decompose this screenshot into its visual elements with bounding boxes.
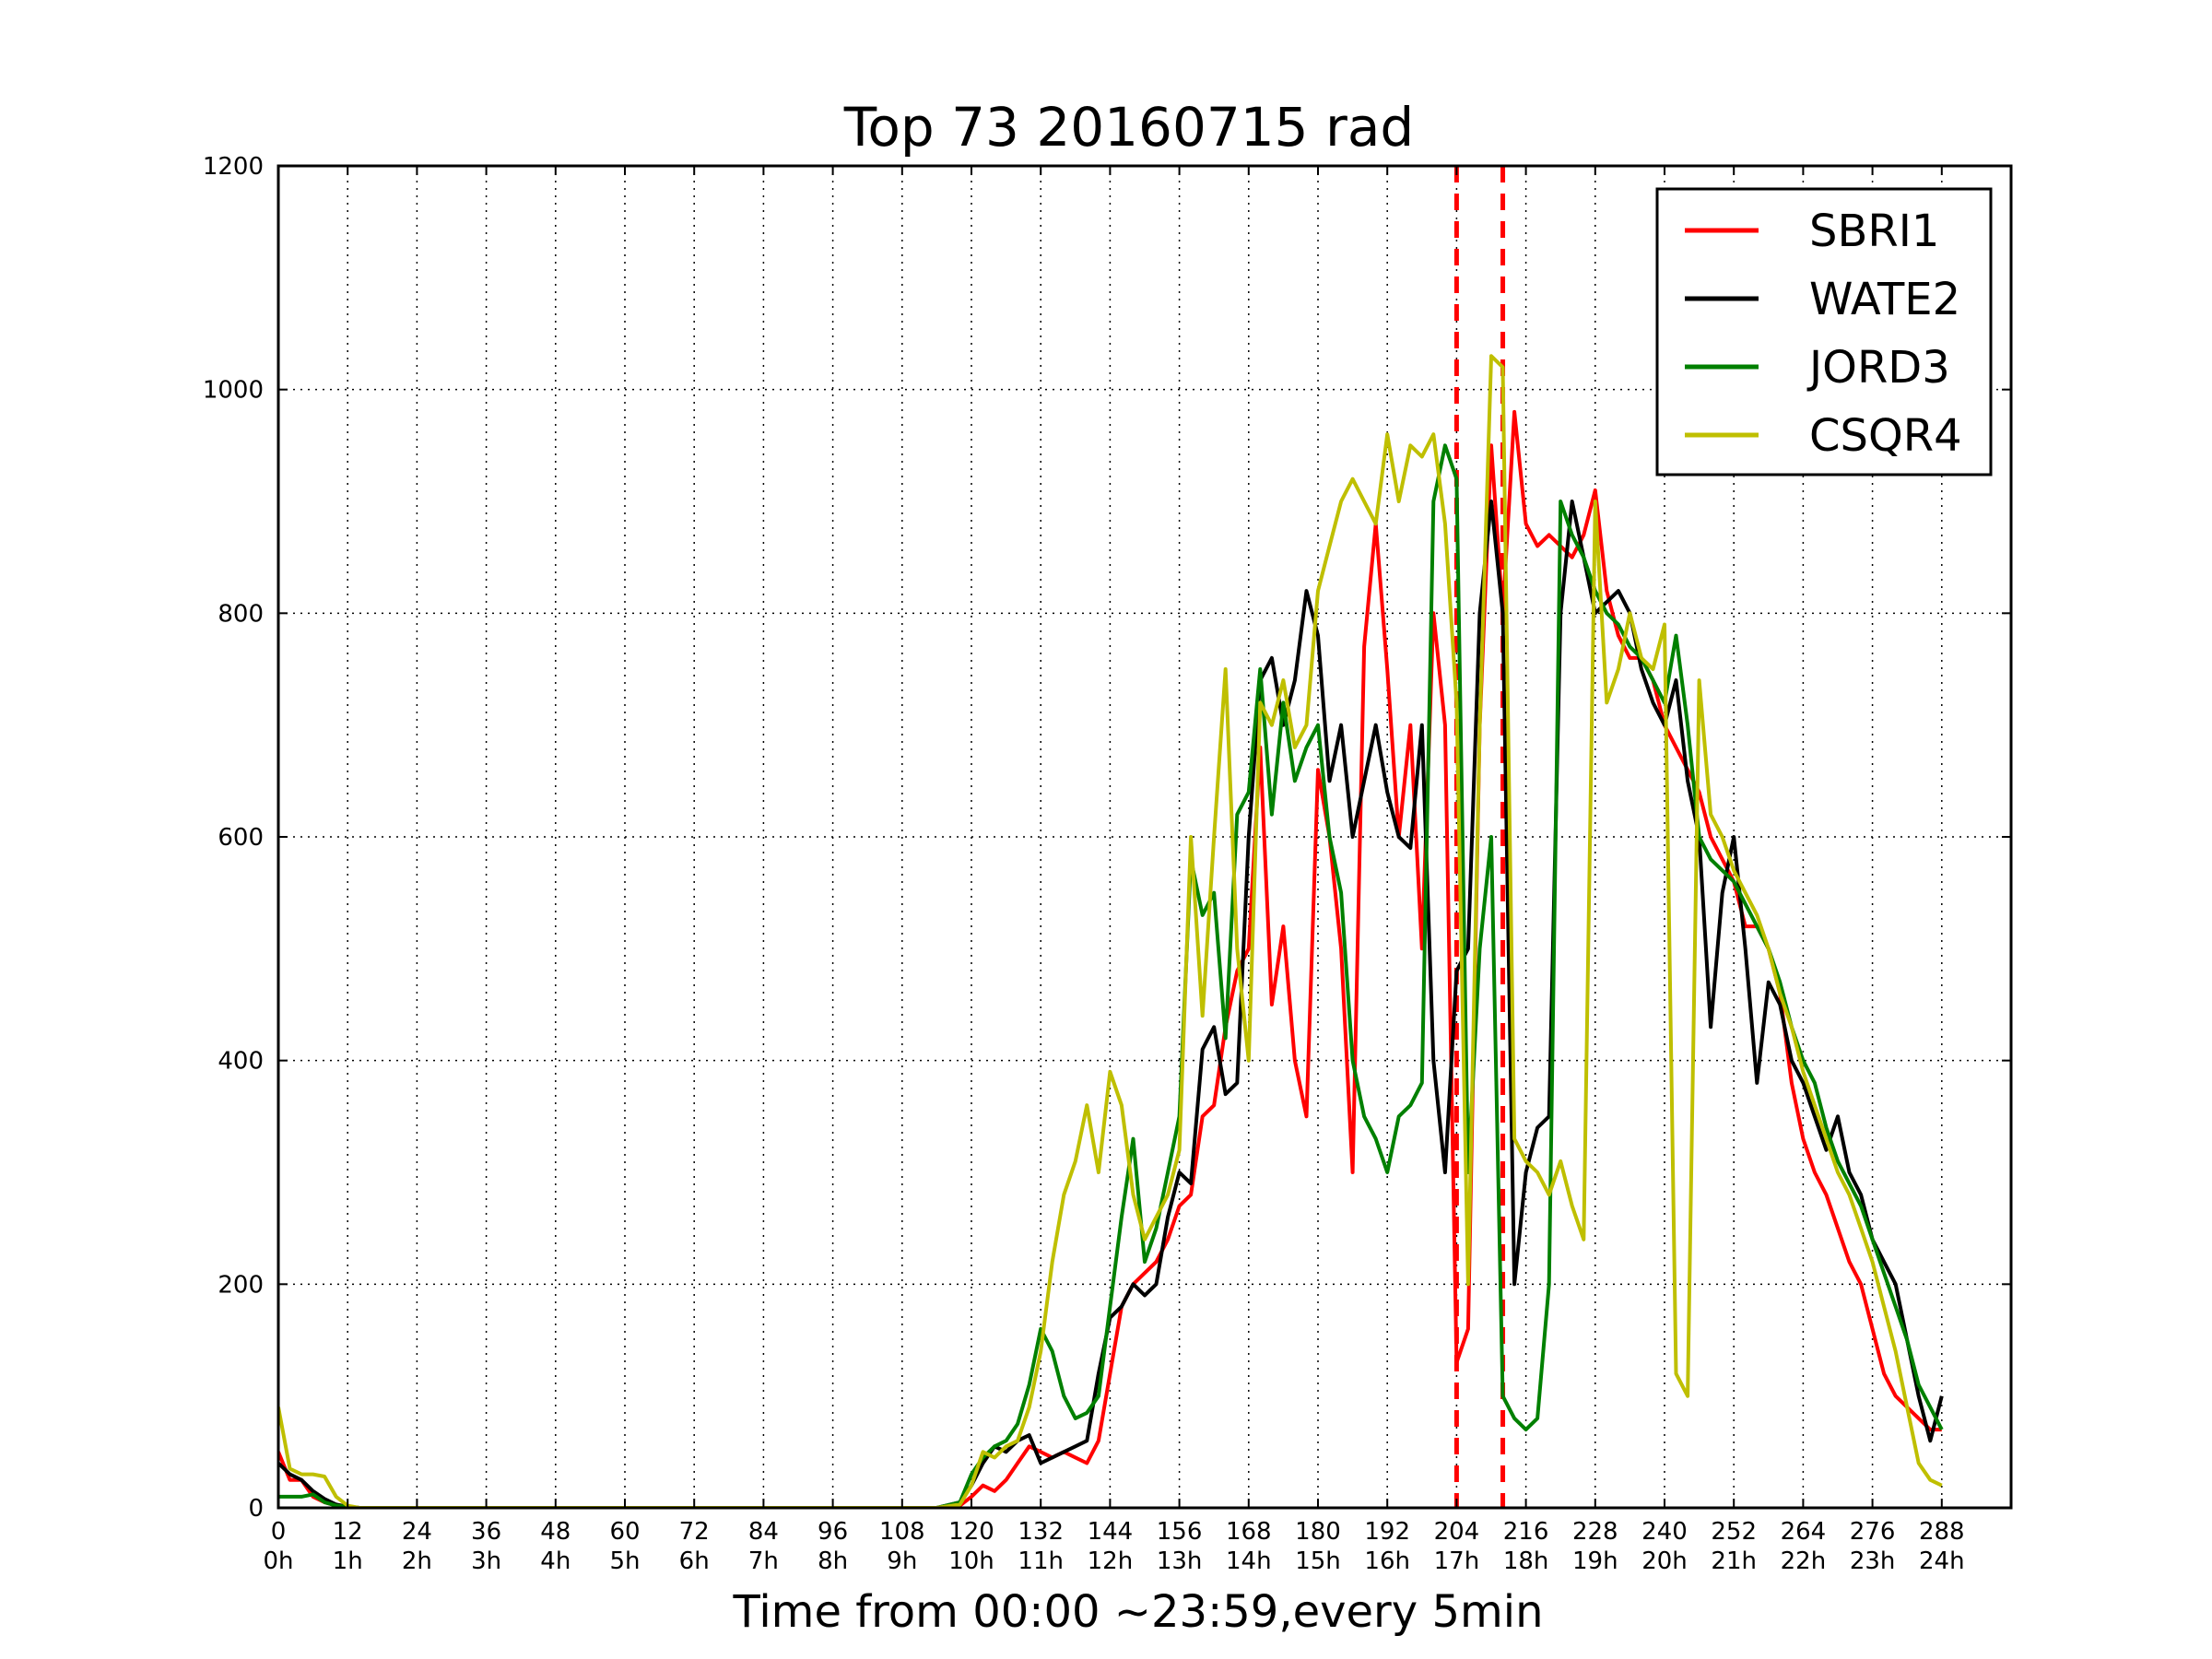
x-tick-label: 288	[1919, 1518, 1965, 1546]
chart-title: Top 73 20160715 rad	[843, 96, 1414, 159]
series-line-sbri1	[278, 409, 1942, 1508]
x-tick-label-hour: 10h	[948, 1547, 994, 1575]
x-tick-label-hour: 4h	[540, 1547, 571, 1575]
y-tick-label: 1200	[203, 153, 264, 181]
x-tick-label-hour: 1h	[333, 1547, 363, 1575]
x-tick-label-hour: 18h	[1503, 1547, 1549, 1575]
y-tick-label: 0	[248, 1495, 264, 1523]
x-tick-label: 264	[1781, 1518, 1827, 1546]
x-tick-label-hour: 8h	[818, 1547, 848, 1575]
x-tick-label: 48	[540, 1518, 571, 1546]
x-tick-label: 120	[948, 1518, 994, 1546]
legend-label-jord3: JORD3	[1806, 342, 1950, 394]
x-tick-label: 276	[1850, 1518, 1896, 1546]
y-tick-label: 800	[218, 600, 264, 628]
legend-label-wate2: WATE2	[1809, 274, 1960, 325]
x-tick-label: 168	[1226, 1518, 1272, 1546]
y-tick-label: 400	[218, 1048, 264, 1076]
series-lines	[278, 354, 1944, 1508]
x-tick-label: 60	[609, 1518, 640, 1546]
legend-label-csqr4: CSQR4	[1809, 410, 1962, 462]
x-tick-label: 144	[1088, 1518, 1134, 1546]
y-tick-label: 200	[218, 1271, 264, 1299]
x-tick-label-hour: 5h	[609, 1547, 640, 1575]
x-tick-label-hour: 17h	[1434, 1547, 1480, 1575]
x-tick-label-hour: 13h	[1157, 1547, 1203, 1575]
x-tick-label: 180	[1295, 1518, 1341, 1546]
x-tick-label: 192	[1364, 1518, 1410, 1546]
x-tick-label: 240	[1641, 1518, 1688, 1546]
x-tick-label-hour: 6h	[679, 1547, 710, 1575]
x-tick-label-hour: 3h	[471, 1547, 501, 1575]
series-line-wate2	[278, 500, 1944, 1508]
x-tick-label: 0	[271, 1518, 287, 1546]
x-tick-label: 12	[333, 1518, 363, 1546]
x-tick-label: 204	[1434, 1518, 1480, 1546]
legend-label-sbri1: SBRI1	[1809, 206, 1939, 257]
x-axis-label: Time from 00:00 ~23:59,every 5min	[733, 1586, 1544, 1638]
x-tick-label-hour: 7h	[748, 1547, 779, 1575]
series-line-jord3	[278, 443, 1944, 1508]
x-tick-label-hour: 12h	[1088, 1547, 1134, 1575]
x-tick-label-hour: 23h	[1850, 1547, 1896, 1575]
y-tick-label: 1000	[203, 377, 264, 405]
x-tick-label-hour: 0h	[263, 1547, 293, 1575]
x-tick-label: 252	[1711, 1518, 1757, 1546]
x-tick-label: 216	[1503, 1518, 1549, 1546]
x-tick-label-hour: 22h	[1781, 1547, 1827, 1575]
x-tick-label: 84	[748, 1518, 779, 1546]
x-tick-label: 96	[818, 1518, 848, 1546]
x-tick-label-hour: 20h	[1641, 1547, 1688, 1575]
x-tick-label-hour: 19h	[1572, 1547, 1618, 1575]
axis-ticks: 00h121h242h363h484h605h726h847h968h1089h…	[203, 153, 2011, 1575]
x-tick-label-hour: 21h	[1711, 1547, 1757, 1575]
x-tick-label: 24	[402, 1518, 432, 1546]
x-tick-label-hour: 16h	[1364, 1547, 1410, 1575]
series-line-csqr4	[278, 354, 1943, 1508]
x-tick-label-hour: 11h	[1018, 1547, 1064, 1575]
legend: SBRI1 WATE2 JORD3 CSQR4	[1655, 187, 1993, 477]
x-tick-label: 108	[879, 1518, 925, 1546]
x-tick-label: 72	[679, 1518, 710, 1546]
x-tick-label-hour: 24h	[1919, 1547, 1965, 1575]
x-tick-label: 132	[1018, 1518, 1064, 1546]
x-tick-label: 156	[1157, 1518, 1203, 1546]
x-tick-label: 228	[1572, 1518, 1618, 1546]
x-tick-label-hour: 14h	[1226, 1547, 1272, 1575]
y-tick-label: 600	[218, 824, 264, 852]
x-tick-label: 36	[471, 1518, 501, 1546]
x-tick-label-hour: 15h	[1295, 1547, 1341, 1575]
x-tick-label-hour: 9h	[887, 1547, 917, 1575]
x-tick-label-hour: 2h	[402, 1547, 432, 1575]
legend-box	[1655, 187, 1993, 477]
